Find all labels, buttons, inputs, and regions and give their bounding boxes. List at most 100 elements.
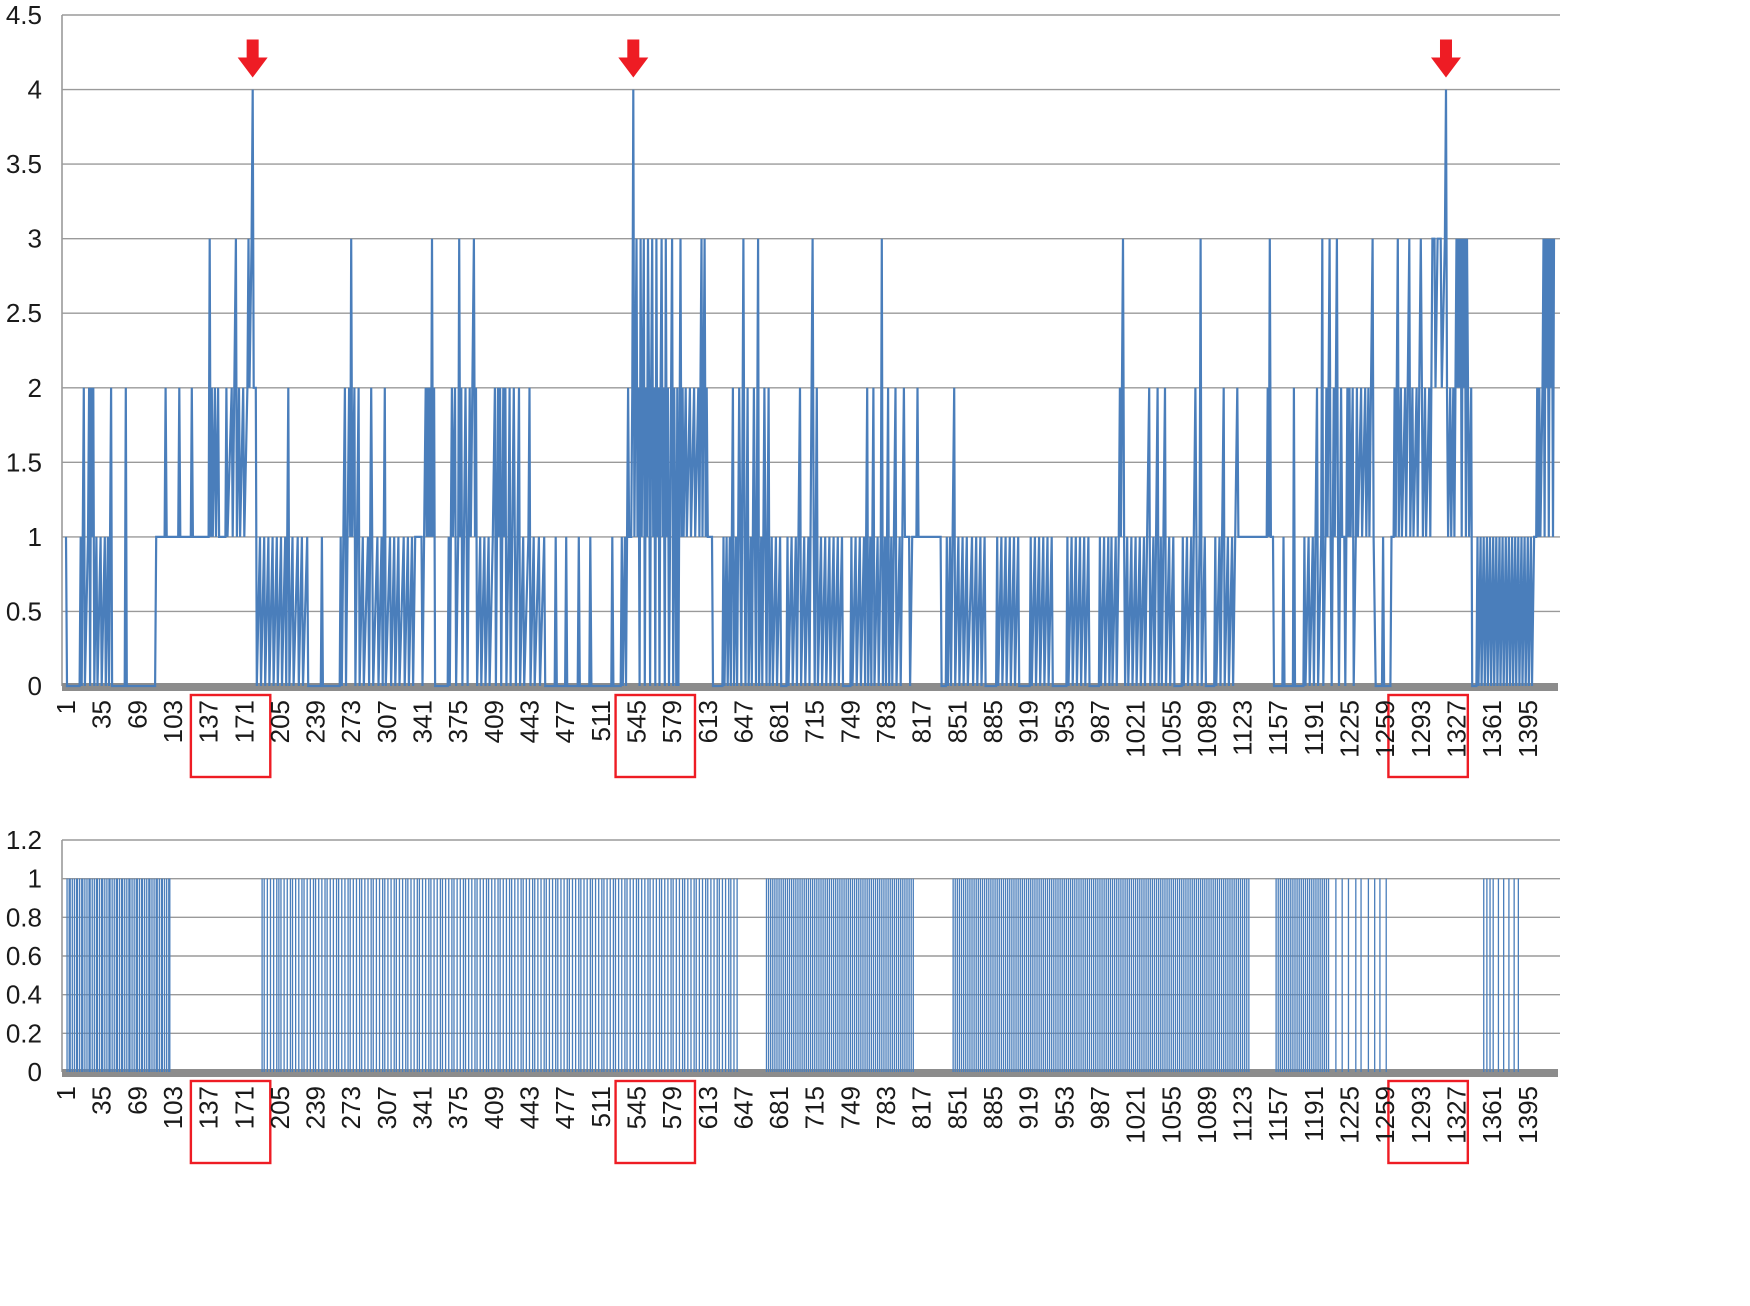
bottom-series — [66, 878, 1519, 1072]
x-tick-label: 477 — [550, 700, 580, 743]
x-tick-label: 579 — [657, 700, 687, 743]
x-tick-label: 1 — [51, 1086, 81, 1100]
x-tick-label: 1021 — [1121, 1086, 1151, 1144]
x-tick-label: 613 — [693, 1086, 723, 1129]
bottom-bar-chart: 1 35 69 103 137 171 205 239 273 307 341 375 409 443 47… — [6, 825, 1560, 1165]
top-highlight-boxes — [189, 693, 1470, 779]
x-tick-label: 1157 — [1263, 700, 1293, 756]
highlight-box — [1387, 693, 1470, 779]
x-tick-label: 987 — [1085, 700, 1115, 743]
x-axis-baseline — [62, 683, 1558, 691]
x-tick-label: 137 — [194, 1086, 224, 1129]
x-tick-label: 137 — [194, 700, 224, 743]
x-tick-label: 749 — [835, 1086, 865, 1129]
highlight-box — [189, 693, 272, 779]
bottom-highlight-boxes — [189, 1079, 1470, 1165]
peak-arrow-icon — [237, 39, 268, 78]
y-tick-label: 0 — [28, 1057, 42, 1087]
x-tick-label: 1395 — [1513, 1086, 1543, 1144]
x-tick-label: 103 — [158, 1086, 188, 1129]
y-tick-label: 3 — [28, 224, 42, 254]
x-tick-label: 35 — [87, 1086, 117, 1115]
x-tick-label: 409 — [479, 700, 509, 743]
x-tick-label: 953 — [1049, 1086, 1079, 1129]
x-tick-label: 987 — [1085, 1086, 1115, 1129]
x-tick-label: 1021 — [1121, 700, 1151, 758]
y-tick-label: 0.8 — [6, 902, 42, 932]
x-tick-label: 477 — [550, 1086, 580, 1129]
x-tick-label: 375 — [443, 700, 473, 743]
x-tick-label: 1089 — [1192, 1086, 1222, 1144]
x-axis-baseline — [62, 1069, 1558, 1077]
top-peak-arrows — [237, 39, 1461, 78]
x-tick-label: 715 — [800, 700, 830, 743]
x-tick-label: 851 — [942, 700, 972, 743]
x-tick-label: 647 — [728, 1086, 758, 1129]
x-tick-label: 69 — [122, 1086, 152, 1115]
x-tick-label: 443 — [514, 1086, 544, 1129]
x-tick-label: 817 — [907, 1086, 937, 1129]
x-tick-label: 1055 — [1156, 1086, 1186, 1144]
x-tick-label: 273 — [336, 1086, 366, 1129]
peak-arrow-icon — [1430, 39, 1461, 78]
x-tick-label: 307 — [372, 1086, 402, 1129]
y-tick-label: 2.5 — [6, 298, 42, 328]
x-tick-label: 715 — [800, 1086, 830, 1129]
x-tick-label: 681 — [764, 1086, 794, 1129]
y-tick-label: 1 — [28, 864, 42, 894]
top-x-tick-labels: 1 35 69 103 137 171 205 239 273 307 341 375 409 443 47… — [51, 700, 1543, 758]
highlight-box — [614, 1079, 697, 1165]
highlight-box — [189, 1079, 272, 1165]
x-tick-label: 1361 — [1477, 700, 1507, 758]
x-tick-label: 783 — [871, 700, 901, 743]
top-line-chart: 1 35 69 103 137 171 205 239 273 307 341 375 409 443 47… — [6, 0, 1560, 779]
x-tick-label: 1157 — [1263, 1086, 1293, 1142]
x-tick-label: 273 — [336, 700, 366, 743]
x-tick-label: 681 — [764, 700, 794, 743]
x-tick-label: 35 — [87, 700, 117, 729]
x-tick-label: 375 — [443, 1086, 473, 1129]
x-tick-label: 171 — [229, 700, 259, 743]
y-tick-label: 1.2 — [6, 825, 42, 855]
top-y-tick-labels: 0 0.5 1 1.5 2 2.5 3 3.5 4 4.5 — [6, 0, 42, 701]
x-tick-label: 1123 — [1228, 700, 1258, 756]
highlight-box — [1387, 1079, 1470, 1165]
y-tick-label: 2 — [28, 373, 42, 403]
bottom-x-tick-labels: 1 35 69 103 137 171 205 239 273 307 341 375 409 443 47… — [51, 1086, 1543, 1144]
y-tick-label: 0.5 — [6, 596, 42, 626]
x-tick-label: 545 — [621, 1086, 651, 1129]
x-tick-label: 1259 — [1370, 700, 1400, 758]
x-tick-label: 613 — [693, 700, 723, 743]
y-tick-label: 1 — [28, 522, 42, 552]
y-tick-label: 0.2 — [6, 1018, 42, 1048]
y-tick-label: 3.5 — [6, 149, 42, 179]
y-tick-label: 1.5 — [6, 447, 42, 477]
x-tick-label: 205 — [265, 700, 295, 743]
x-tick-label: 579 — [657, 1086, 687, 1129]
x-tick-label: 1293 — [1406, 700, 1436, 758]
x-tick-label: 783 — [871, 1086, 901, 1129]
x-tick-label: 1191 — [1299, 1086, 1329, 1142]
x-tick-label: 1123 — [1228, 1086, 1258, 1142]
x-tick-label: 1225 — [1335, 700, 1365, 758]
bottom-y-tick-labels: 0 0.2 0.4 0.6 0.8 1 1.2 — [6, 825, 42, 1087]
x-tick-label: 1361 — [1477, 1086, 1507, 1144]
x-tick-label: 1293 — [1406, 1086, 1436, 1144]
top-series — [64, 89, 1556, 688]
x-tick-label: 1191 — [1299, 700, 1329, 756]
series-line — [64, 89, 1556, 688]
x-tick-label: 1327 — [1441, 700, 1471, 758]
x-tick-label: 885 — [978, 700, 1008, 743]
x-tick-label: 409 — [479, 1086, 509, 1129]
x-tick-label: 341 — [408, 700, 438, 743]
y-tick-label: 0.6 — [6, 941, 42, 971]
x-tick-label: 1395 — [1513, 700, 1543, 758]
x-tick-label: 1089 — [1192, 700, 1222, 758]
highlight-box — [614, 693, 697, 779]
peak-arrow-icon — [618, 39, 649, 78]
x-tick-label: 239 — [301, 700, 331, 743]
x-tick-label: 1327 — [1441, 1086, 1471, 1144]
x-tick-label: 239 — [301, 1086, 331, 1129]
x-tick-label: 205 — [265, 1086, 295, 1129]
